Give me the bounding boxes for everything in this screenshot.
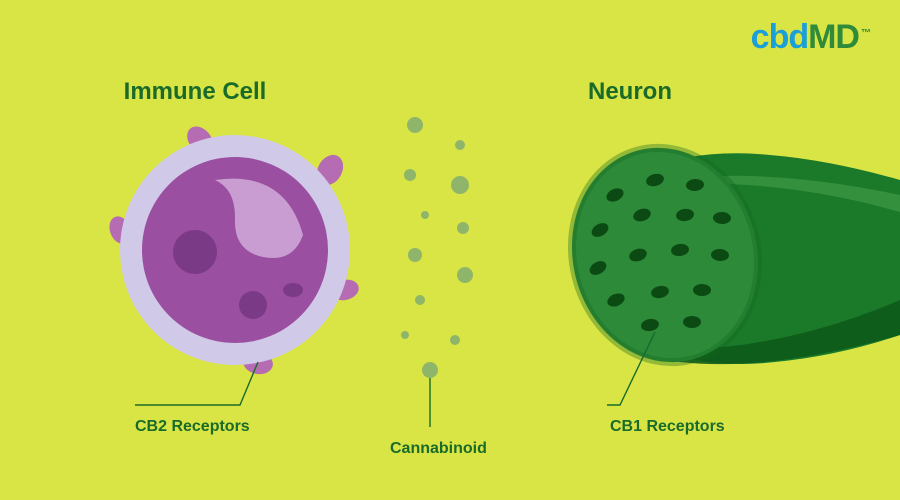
cannabinoid-dot	[457, 222, 469, 234]
cb1-receptor	[693, 284, 711, 296]
cannabinoid-dot	[422, 362, 438, 378]
cannabinoid-dot	[457, 267, 473, 283]
immune-cell-organelle-dark	[283, 283, 303, 297]
cannabinoid-dot	[415, 295, 425, 305]
cannabinoid-dot	[408, 248, 422, 262]
diagram-svg	[0, 0, 900, 500]
cannabinoid-dot	[421, 211, 429, 219]
cannabinoid-dot	[407, 117, 423, 133]
cannabinoid-dot	[450, 335, 460, 345]
cannabinoid-dot	[401, 331, 409, 339]
leader-line-cb2	[135, 362, 258, 405]
immune-cell-organelle-dark	[239, 291, 267, 319]
immune-cell-organelle-dark	[173, 230, 217, 274]
cannabinoid-dot	[404, 169, 416, 181]
cannabinoid-dot	[455, 140, 465, 150]
infographic-canvas: cbdMD™ Immune Cell Neuron CB2 Receptors …	[0, 0, 900, 500]
cannabinoid-dot	[451, 176, 469, 194]
cb1-receptor	[683, 316, 701, 328]
